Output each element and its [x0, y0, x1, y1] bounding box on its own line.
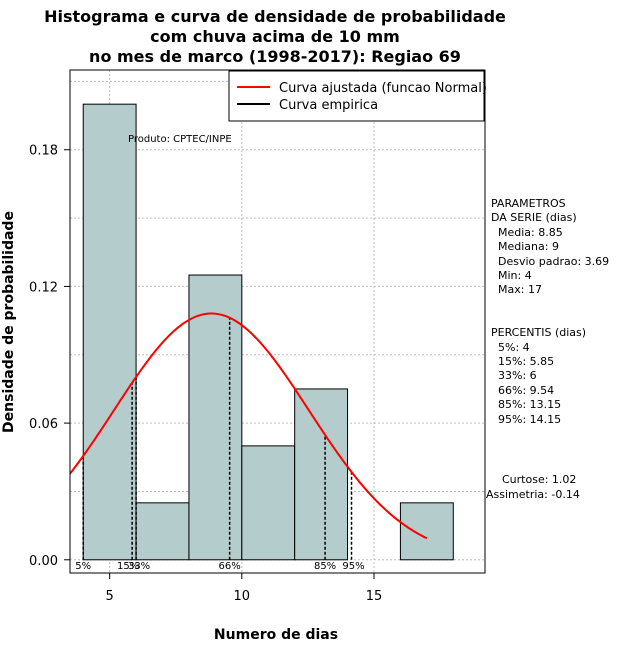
y-tick-label: 0.06 [29, 417, 58, 432]
parametros-panel: PARAMETROS DA SERIE (dias) Media: 8.85 M… [491, 197, 609, 296]
stats-panel: Curtose: 1.02 Assimetria: -0.14 [486, 473, 580, 501]
stats-curtose: Curtose: 1.02 [502, 473, 576, 486]
histogram-bars [82, 103, 454, 561]
parametros-media: Media: 8.85 [498, 226, 563, 239]
percentile-label: 5% [75, 561, 91, 572]
percentile-label: 66% [219, 561, 241, 572]
parametros-heading-2: DA SERIE (dias) [491, 211, 577, 224]
percentis-15: 15%: 5.85 [498, 355, 554, 368]
stats-assimetria: Assimetria: -0.14 [486, 488, 580, 501]
histogram-bar [188, 274, 243, 561]
legend: Curva ajustada (funcao Normal) Curva emp… [228, 70, 487, 122]
normal-curve-layer [69, 312, 428, 540]
x-tick-label: 5 [106, 589, 114, 604]
histogram-bar [399, 502, 454, 561]
legend-label-normal: Curva ajustada (funcao Normal) [279, 81, 487, 96]
percentis-85: 85%: 13.15 [498, 398, 561, 411]
parametros-min: Min: 4 [498, 269, 532, 282]
legend-box [228, 70, 485, 122]
x-axis-title: Numero de dias [214, 627, 338, 643]
histogram-bar [135, 502, 190, 561]
parametros-mediana: Mediana: 9 [498, 240, 559, 253]
percentile-label: 85% [314, 561, 336, 572]
percentile-lines: 5% 15%33% 66% 85% 95% [75, 317, 365, 572]
axes: 5 10 15 0.00 0.06 0.12 0.18 [29, 144, 382, 604]
parametros-max: Max: 17 [498, 283, 542, 296]
y-tick-label: 0.00 [29, 554, 58, 569]
chart-title-line-1: Histograma e curva de densidade de proba… [44, 7, 506, 26]
x-tick-label: 15 [366, 589, 383, 604]
percentis-heading: PERCENTIS (dias) [491, 326, 586, 339]
parametros-desvio: Desvio padrao: 3.69 [498, 255, 609, 268]
y-axis-title: Densidade de probabilidade [1, 211, 17, 433]
x-tick-label: 10 [234, 589, 251, 604]
histogram-bar [294, 388, 349, 561]
percentile-label: 95% [342, 561, 364, 572]
product-label: Produto: CPTEC/INPE [128, 134, 232, 145]
histogram-bar [82, 103, 137, 561]
normal-curve [69, 312, 428, 540]
chart-title-line-3: no mes de marco (1998-2017): Regiao 69 [89, 47, 461, 66]
percentile-label: 33% [128, 561, 150, 572]
percentile-label: 15% [117, 561, 139, 572]
percentis-5: 5%: 4 [498, 341, 530, 354]
parametros-heading-1: PARAMETROS [491, 197, 566, 210]
percentis-66: 66%: 9.54 [498, 384, 554, 397]
chart-title-line-2: com chuva acima de 10 mm [150, 27, 400, 46]
percentis-panel: PERCENTIS (dias) 5%: 4 15%: 5.85 33%: 6 … [491, 326, 586, 426]
legend-label-empirical: Curva empirica [279, 98, 378, 113]
histogram-bar [241, 445, 296, 561]
y-tick-label: 0.12 [29, 280, 58, 295]
percentis-95: 95%: 14.15 [498, 413, 561, 426]
percentis-33: 33%: 6 [498, 369, 537, 382]
y-tick-label: 0.18 [29, 144, 58, 159]
